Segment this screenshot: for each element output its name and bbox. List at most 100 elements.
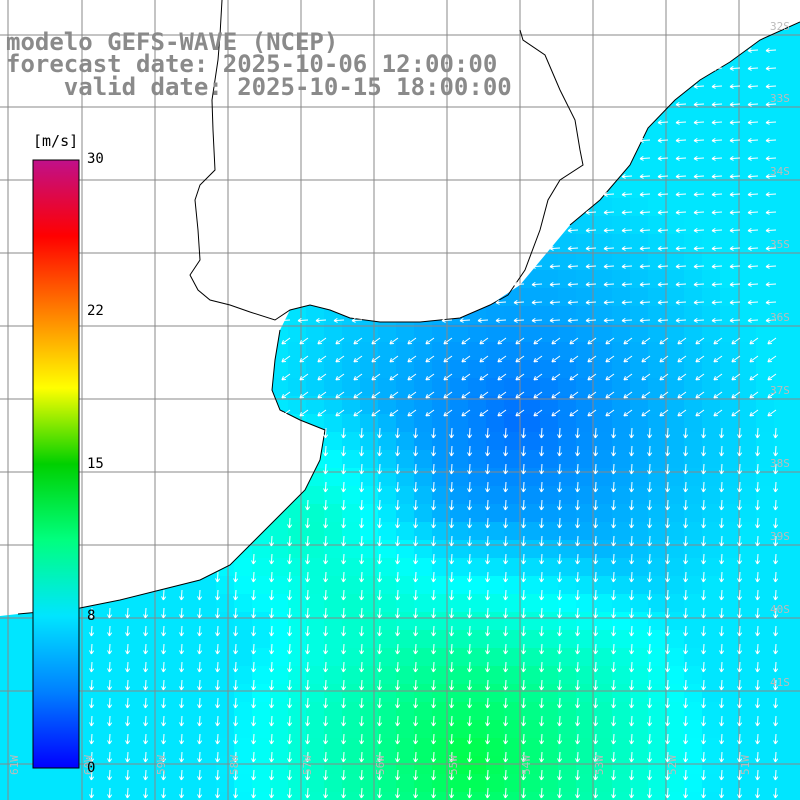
wind-arrow-icon [539, 787, 545, 799]
wind-arrow-icon [413, 499, 419, 511]
wind-arrow-icon [711, 209, 723, 215]
wind-arrow-icon [521, 787, 527, 799]
wind-arrow-icon [251, 607, 257, 619]
wind-arrow-icon [773, 517, 779, 529]
wind-arrow-icon [755, 535, 761, 547]
wind-arrow-icon [755, 769, 761, 781]
wind-arrow-icon [513, 299, 525, 305]
wind-arrow-icon [623, 409, 633, 417]
wind-arrow-icon [233, 751, 239, 763]
wind-arrow-icon [755, 427, 761, 439]
wind-arrow-icon [459, 317, 471, 323]
wind-arrow-icon [665, 571, 671, 583]
wind-arrow-icon [639, 299, 651, 305]
wind-arrow-icon [539, 697, 545, 709]
wind-arrow-icon [773, 751, 779, 763]
wind-arrow-icon [621, 245, 633, 251]
wind-arrow-icon [89, 697, 95, 709]
wind-arrow-icon [269, 697, 275, 709]
wind-arrow-icon [485, 661, 491, 673]
wind-arrow-icon [395, 607, 401, 619]
wind-arrow-icon [693, 191, 705, 197]
wind-arrow-icon [665, 607, 671, 619]
wind-arrow-icon [713, 409, 723, 417]
wind-arrow-icon [749, 337, 759, 345]
wind-arrow-icon [701, 769, 707, 781]
wind-arrow-icon [371, 355, 381, 363]
wind-arrow-icon [125, 769, 131, 781]
wind-arrow-icon [539, 517, 545, 529]
wind-arrow-icon [767, 391, 777, 399]
wind-arrow-icon [341, 445, 347, 457]
wind-arrow-icon [623, 391, 633, 399]
wind-arrow-icon [665, 697, 671, 709]
wind-arrow-icon [711, 137, 723, 143]
wind-arrow-icon [569, 337, 579, 345]
wind-arrow-icon [371, 391, 381, 399]
wind-arrow-icon [693, 83, 705, 89]
wind-arrow-icon [621, 209, 633, 215]
wind-arrow-icon [251, 625, 257, 637]
wind-arrow-icon [107, 643, 113, 655]
wind-arrow-icon [611, 553, 617, 565]
wind-arrow-icon [197, 661, 203, 673]
wind-arrow-icon [611, 769, 617, 781]
wind-arrow-icon [557, 661, 563, 673]
wind-arrow-icon [575, 625, 581, 637]
wind-arrow-icon [657, 119, 669, 125]
wind-arrow-icon [503, 535, 509, 547]
wind-arrow-icon [683, 715, 689, 727]
wind-arrow-icon [729, 299, 741, 305]
wind-arrow-icon [503, 715, 509, 727]
wind-arrow-icon [611, 517, 617, 529]
wind-arrow-icon [647, 553, 653, 565]
wind-arrow-icon [413, 787, 419, 799]
wind-arrow-icon [675, 137, 687, 143]
wind-arrow-icon [593, 715, 599, 727]
wind-arrow-icon [729, 173, 741, 179]
wind-arrow-icon [719, 499, 725, 511]
wind-arrow-icon [389, 337, 399, 345]
wind-arrow-icon [629, 625, 635, 637]
wind-arrow-icon [755, 643, 761, 655]
wind-arrow-icon [701, 445, 707, 457]
wind-arrow-icon [603, 317, 615, 323]
lat-label: 41S [770, 676, 790, 689]
wind-arrow-icon [485, 427, 491, 439]
wind-arrow-icon [233, 715, 239, 727]
wind-arrow-icon [341, 787, 347, 799]
wind-arrow-icon [305, 589, 311, 601]
wind-arrow-icon [341, 679, 347, 691]
wind-arrow-icon [395, 589, 401, 601]
wind-arrow-icon [377, 625, 383, 637]
wind-arrow-icon [603, 299, 615, 305]
wind-arrow-icon [323, 481, 329, 493]
wind-arrow-icon [731, 391, 741, 399]
wind-arrow-icon [359, 553, 365, 565]
wind-arrow-icon [737, 463, 743, 475]
wind-arrow-icon [323, 427, 329, 439]
wind-arrow-icon [425, 355, 435, 363]
wind-arrow-icon [701, 571, 707, 583]
wind-arrow-icon [701, 643, 707, 655]
wind-arrow-icon [693, 227, 705, 233]
wind-arrow-icon [665, 661, 671, 673]
wind-arrow-icon [551, 409, 561, 417]
wind-arrow-icon [449, 499, 455, 511]
wind-arrow-icon [647, 751, 653, 763]
wind-arrow-icon [593, 751, 599, 763]
wind-arrow-icon [755, 661, 761, 673]
wind-arrow-icon [431, 535, 437, 547]
wind-arrow-icon [503, 607, 509, 619]
wind-arrow-icon [287, 715, 293, 727]
wind-arrow-icon [641, 337, 651, 345]
wind-arrow-icon [569, 391, 579, 399]
wind-arrow-icon [567, 281, 579, 287]
wind-arrow-icon [693, 155, 705, 161]
wind-arrow-icon [161, 679, 167, 691]
lat-label: 39S [770, 530, 790, 543]
wind-arrow-icon [161, 625, 167, 637]
wind-arrow-icon [125, 661, 131, 673]
wind-arrow-icon [695, 373, 705, 381]
wind-arrow-icon [359, 751, 365, 763]
